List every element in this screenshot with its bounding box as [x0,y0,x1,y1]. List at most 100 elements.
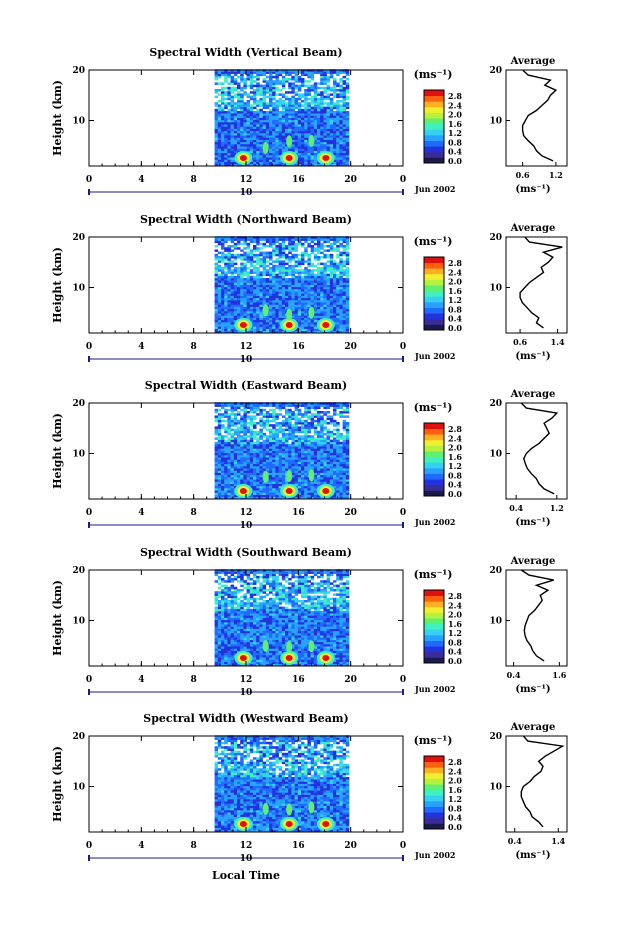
hotspot [280,817,299,831]
colorbar-segment [424,273,444,280]
colorbar-segment [424,812,444,819]
colorbar-tick-label: 2.0 [448,610,462,620]
profile-y-tick-label: 10 [489,450,502,460]
colorbar-segment [424,646,444,653]
profile-frame [505,236,568,334]
colorbar-tick-label: 2.8 [448,258,462,268]
date-label: Jun 2002 [414,684,455,694]
colorbar-segment [424,307,444,314]
day-label: 10 [240,521,253,531]
profile-y-tick-label: 20 [489,566,502,576]
colorbar-segment [424,313,444,320]
day-label: 10 [240,854,253,864]
colorbar-segment [424,767,444,774]
profile-line [520,735,565,828]
colorbar-segment [424,428,444,435]
colorbar-tick-label: 0.0 [448,323,462,333]
colorbar-segment [424,451,444,458]
colorbar-segment [424,634,444,641]
colorbar-frame [423,755,445,830]
hotspot [234,484,253,498]
hotspot-secondary [308,469,315,482]
y-tick-label: 10 [72,450,85,460]
panel-title: Spectral Width (Northward Beam) [140,213,352,226]
colorbar-frame [423,589,445,664]
hotspot-secondary [262,639,269,652]
hotspot-secondary [286,135,293,148]
hotspot [280,651,299,665]
hotspot [280,151,299,165]
colorbar-segment [424,90,444,97]
x-tick-label: 8 [191,175,197,185]
x-tick-label: 16 [292,508,305,518]
profile-title: Average [510,556,556,567]
x-tick-label: 0 [86,841,92,851]
colorbar-tick-label: 0.8 [448,137,462,147]
colorbar-segment [424,467,444,474]
colorbar-segment [424,618,444,625]
colorbar-segment [424,590,444,597]
x-tick-label: 0 [400,508,406,518]
colorbar-segment [424,612,444,619]
colorbar-segment [424,606,444,613]
profile-x-tick-label: 1.4 [551,337,565,347]
colorbar-unit: (ms⁻¹) [414,235,453,248]
colorbar-segment [424,279,444,286]
colorbar-tick-label: 2.0 [448,443,462,453]
colorbar-tick-label: 0.8 [448,803,462,813]
colorbar-segment [424,473,444,480]
hotspot-secondary [308,801,315,814]
x-tick-label: 8 [191,841,197,851]
y-tick-label: 20 [72,66,85,76]
hotspot-secondary [308,306,315,319]
hotspot [234,151,253,165]
y-tick-label: 10 [72,617,85,627]
colorbar-segment [424,657,444,664]
beam-panel-4: Spectral Width (Westward Beam) Height (km… [51,712,568,864]
profile-x-tick-label: 0.4 [509,503,523,513]
hotspot [280,318,299,332]
colorbar-segment [424,823,444,830]
hotspot-secondary [262,470,269,483]
colorbar-segment [424,324,444,331]
hotspot [234,318,253,332]
profile-x-tick-label: 1.2 [549,170,563,180]
colorbar-unit: (ms⁻¹) [414,68,453,81]
colorbar-segment [424,285,444,292]
profile-frame [505,69,568,167]
profile-y-tick-label: 10 [489,783,502,793]
colorbar-tick-label: 0.0 [448,656,462,666]
hotspot-secondary [262,802,269,815]
profile-line [520,569,554,662]
x-tick-label: 12 [240,342,253,352]
x-tick-label: 16 [292,342,305,352]
hotspot-secondary [286,469,293,482]
beam-panel-1: Spectral Width (Northward Beam) Height (k… [51,213,568,365]
profile-title: Average [510,223,556,234]
profile-unit: (ms⁻¹) [515,517,550,528]
colorbar-tick-label: 0.4 [448,480,462,490]
colorbar-tick-label: 1.2 [448,628,462,638]
colorbar-segment [424,640,444,647]
y-axis-label: Height (km) [51,746,64,822]
colorbar-segment [424,479,444,486]
heatmap [214,402,350,500]
colorbar-segment [424,106,444,113]
colorbar-frame [423,89,445,164]
heatmap [214,236,350,334]
hotspot-secondary [308,134,315,147]
colorbar-tick-label: 2.0 [448,110,462,120]
hotspot-secondary [286,803,293,816]
colorbar-segment [424,146,444,153]
panel-title: Spectral Width (Southward Beam) [140,546,352,559]
x-tick-label: 0 [86,508,92,518]
colorbar-tick-label: 2.8 [448,424,462,434]
colorbar-segment [424,140,444,147]
x-tick-label: 4 [138,342,144,352]
colorbar-segment [424,817,444,824]
colorbar-segment [424,651,444,658]
colorbar-tick-label: 0.4 [448,147,462,157]
colorbar-segment [424,301,444,308]
colorbar-tick-label: 0.0 [448,489,462,499]
